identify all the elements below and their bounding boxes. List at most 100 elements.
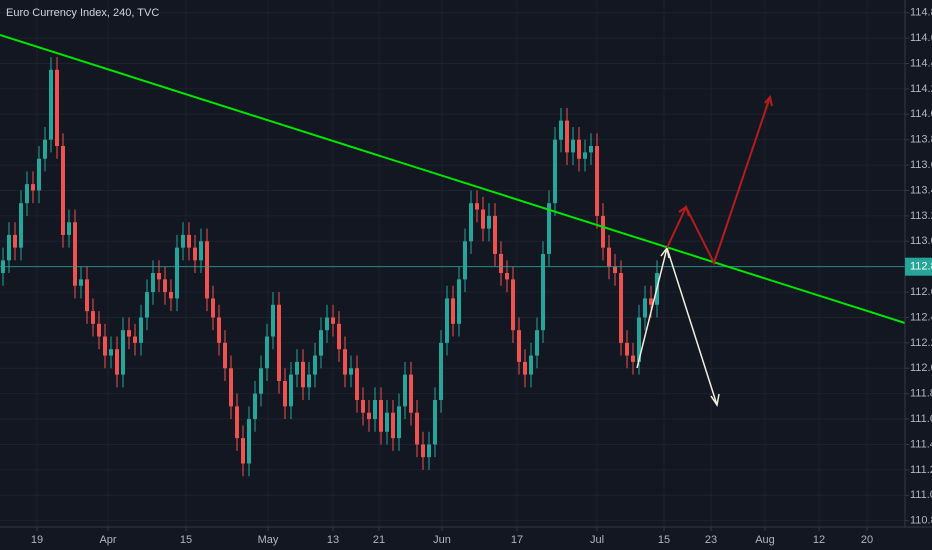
y-tick-label: 111.8	[910, 388, 932, 400]
y-tick-label: 114.8	[910, 7, 932, 19]
candle-body	[439, 342, 444, 401]
candle-body	[325, 317, 330, 331]
candle-body	[625, 342, 630, 356]
y-tick-label: 113.4	[910, 184, 932, 196]
candle-body	[247, 419, 252, 464]
candle-body	[589, 146, 594, 153]
candle-body	[139, 317, 144, 343]
candle-body	[433, 400, 438, 445]
y-tick-label: 111.4	[910, 438, 932, 450]
candle-body	[211, 298, 216, 318]
candle-body	[217, 317, 222, 343]
candle-body	[349, 368, 354, 375]
candle-body	[133, 336, 138, 343]
candle-body	[31, 184, 36, 191]
candle-body	[403, 374, 408, 407]
candle-body	[301, 361, 306, 388]
y-tick-label: 114.0	[910, 108, 932, 120]
x-tick-label: 20	[861, 534, 873, 546]
candle-body	[523, 361, 528, 375]
candle-body	[379, 400, 384, 432]
x-tick-label: Jul	[590, 534, 604, 546]
candle-body	[541, 253, 546, 331]
candle-body	[505, 273, 510, 280]
candle-body	[493, 215, 498, 254]
candle-body	[175, 247, 180, 299]
y-tick-label: 111.0	[910, 489, 932, 501]
candle-body	[565, 120, 570, 153]
candle-body	[451, 298, 456, 324]
candle-body	[397, 406, 402, 439]
y-tick-label: 114.2	[910, 83, 932, 95]
y-tick-label: 113.2	[910, 210, 932, 222]
x-tick-label: 19	[31, 534, 43, 546]
candle-body	[13, 234, 18, 248]
candle-body	[37, 158, 42, 191]
axes: 110.8 111.0 111.2 111.4 111.6 111.8 112.0 112.2…	[31, 7, 932, 546]
candle-body	[307, 374, 312, 388]
candle-body	[331, 317, 336, 324]
candle-body	[643, 298, 648, 318]
candle-body	[67, 222, 72, 235]
candle-body	[631, 355, 636, 362]
candle-body	[475, 203, 480, 210]
candle-body	[313, 355, 318, 375]
candle-body	[73, 222, 78, 286]
y-tick-label: 112.4	[910, 311, 932, 323]
candle-body	[241, 438, 246, 464]
candle-body	[49, 69, 54, 140]
x-tick-label: 12	[813, 534, 825, 546]
candle-body	[19, 203, 24, 248]
y-tick-label: 114.6	[910, 32, 932, 44]
candle-body	[391, 412, 396, 439]
candle-body	[457, 279, 462, 324]
candle-body	[55, 69, 60, 147]
y-tick-label: 112.6	[910, 286, 932, 298]
candle-body	[193, 247, 198, 261]
candle-body	[25, 184, 30, 204]
y-tick-label: 114.4	[910, 57, 932, 69]
candle-body	[415, 412, 420, 445]
y-tick-label: 113.0	[910, 235, 932, 247]
x-tick-label: 21	[373, 534, 385, 546]
x-tick-label: 17	[511, 534, 523, 546]
x-tick-label: Jun	[433, 534, 451, 546]
candles	[0, 57, 905, 477]
candle-body	[601, 215, 606, 248]
x-tick-label: 15	[658, 534, 670, 546]
candle-body	[637, 317, 642, 362]
candle-body	[385, 412, 390, 432]
candle-body	[553, 139, 558, 204]
candle-body	[571, 139, 576, 153]
candle-body	[469, 203, 474, 242]
candle-body	[277, 304, 282, 381]
candle-body	[43, 139, 48, 159]
x-tick-label: 23	[705, 534, 717, 546]
candle-body	[253, 393, 258, 420]
candle-body	[367, 412, 372, 420]
arrow-path	[666, 96, 771, 266]
candle-body	[91, 311, 96, 324]
candle-body	[283, 380, 288, 407]
candle-body	[361, 400, 366, 413]
y-tick-label: 113.6	[910, 159, 932, 171]
candle-body	[559, 120, 564, 140]
candle-body	[289, 374, 294, 407]
candle-body	[115, 349, 120, 375]
candle-body	[649, 298, 654, 305]
candle-body	[373, 400, 378, 420]
candle-body	[187, 234, 192, 248]
candle-body	[529, 355, 534, 375]
candle-body	[7, 234, 12, 261]
candle-body	[259, 368, 264, 394]
candle-body	[157, 273, 162, 280]
candle-body	[85, 279, 90, 312]
candle-body	[535, 330, 540, 356]
candle-body	[97, 323, 102, 337]
candle-body	[169, 292, 174, 299]
chart-title: Euro Currency Index, 240, TVC	[6, 7, 159, 19]
candle-body	[577, 139, 582, 159]
candle-body	[463, 241, 468, 280]
y-tick-label: 110.8	[910, 515, 932, 527]
